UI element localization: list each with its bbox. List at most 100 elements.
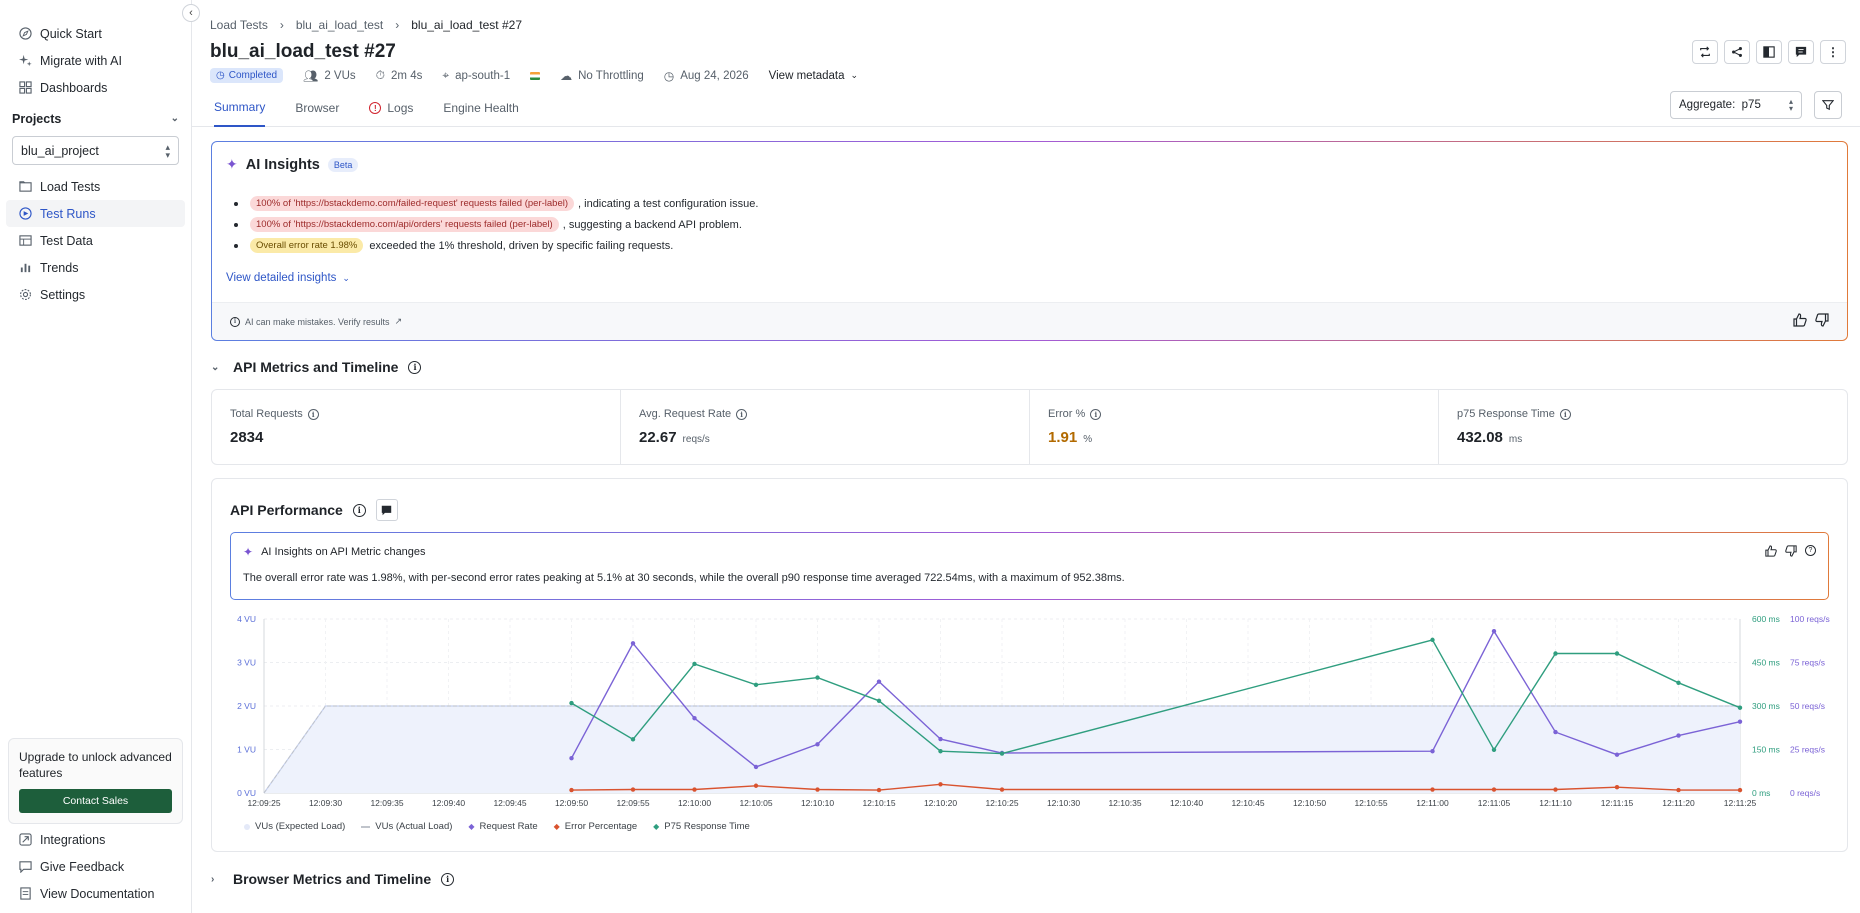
region-text: ap-south-1 — [455, 69, 511, 82]
tab-summary[interactable]: Summary — [214, 89, 266, 127]
insight-highlight: Overall error rate 1.98% — [250, 238, 364, 253]
project-select-value: blu_ai_project — [21, 143, 99, 158]
view-detailed-label: View detailed insights — [226, 272, 337, 284]
aggregate-select[interactable]: Aggregate: p75 ▴ ▾ — [1670, 91, 1802, 119]
legend-item[interactable]: ◆ Request Rate — [468, 821, 537, 832]
info-icon[interactable]: i — [1090, 408, 1102, 420]
thumbs-down-icon[interactable] — [1815, 313, 1829, 330]
sidebar-item-test-data[interactable]: Test Data — [6, 227, 185, 254]
projects-section-header[interactable]: Projects ⌄ — [0, 105, 191, 132]
integrations-icon — [18, 833, 32, 847]
y-tick-label: 2 VU — [237, 701, 256, 711]
info-icon: i — [230, 316, 240, 327]
insight-text: , suggesting a backend API problem. — [562, 218, 742, 231]
chevron-left-icon: ‹ — [189, 7, 193, 19]
sidebar-item-settings[interactable]: Settings — [6, 281, 185, 308]
legend-item[interactable]: ◆ Error Percentage — [554, 821, 638, 832]
sidebar-item-migrate-ai[interactable]: Migrate with AI — [6, 47, 185, 74]
legend-swatch — [361, 825, 371, 828]
users-icon: 👥︎ — [303, 68, 319, 83]
repeat-icon — [1700, 46, 1710, 58]
compare-button[interactable] — [1756, 40, 1782, 64]
info-icon[interactable]: i — [736, 408, 748, 420]
share-button[interactable] — [1724, 40, 1750, 64]
aggregate-label: Aggregate: — [1679, 99, 1736, 111]
view-metadata-button[interactable]: View metadata ⌄ — [769, 70, 858, 82]
sidebar-item-give-feedback[interactable]: Give Feedback — [6, 853, 185, 880]
sidebar-item-quick-start[interactable]: Quick Start — [6, 20, 185, 47]
header-actions: ⋮ — [1692, 40, 1846, 64]
data-point-request-rate — [1553, 729, 1558, 735]
y-right-tick-label: 0 ms — [1752, 788, 1770, 798]
legend-label: Request Rate — [479, 821, 538, 832]
sidebar-item-load-tests[interactable]: Load Tests — [6, 173, 185, 200]
api-performance-chart[interactable]: 0 VU 1 VU 2 VU 3 VU 4 VU 0 ms 150 ms 300 ms 450 … — [212, 611, 1847, 821]
tab-engine-health[interactable]: Engine Health — [443, 89, 518, 127]
sidebar-item-view-documentation[interactable]: View Documentation — [6, 880, 185, 907]
legend-label: VUs (Expected Load) — [255, 821, 346, 832]
contact-sales-button[interactable]: Contact Sales — [19, 789, 172, 813]
comments-button[interactable] — [1788, 40, 1814, 64]
series-area-expected-load — [264, 706, 1740, 793]
tab-label: Summary — [214, 100, 266, 114]
sidebar-item-trends[interactable]: Trends — [6, 254, 185, 281]
sidebar-item-dashboards[interactable]: Dashboards — [6, 74, 185, 101]
meta-row: ◷ Completed 👥︎ 2 VUs ⏱︎ 2m 4s ⌖ ap-south-1 ☁… — [210, 68, 1846, 83]
more-options-button[interactable]: ⋮ — [1820, 40, 1846, 64]
data-point-request-rate — [1737, 719, 1743, 724]
tab-label: Browser — [295, 101, 340, 115]
legend-item[interactable]: VUs (Actual Load) — [361, 821, 452, 832]
x-tick-label: 12:10:05 — [739, 798, 772, 808]
view-detailed-insights-link[interactable]: View detailed insights ⌄ — [226, 272, 350, 284]
filter-icon — [1822, 100, 1834, 111]
comment-icon — [382, 505, 392, 515]
breadcrumb-item-test[interactable]: blu_ai_load_test — [295, 18, 384, 32]
thumbs-up-icon[interactable] — [1765, 545, 1777, 560]
sidebar: ‹ Quick Start Migrate with AI Dashboards… — [0, 0, 200, 913]
upgrade-text: Upgrade to unlock advanced features — [19, 750, 172, 780]
tab-browser[interactable]: Browser — [295, 89, 339, 127]
data-point-error-percentage — [1614, 785, 1620, 790]
metric-cards: Total Requests i 2834 Avg. Request Rate i … — [211, 389, 1848, 465]
status-badge: ◷ Completed — [210, 68, 284, 83]
tab-logs[interactable]: ! Logs — [369, 89, 413, 127]
y-right-tick-label: 50 reqs/s — [1790, 701, 1825, 711]
clock-icon: ◷ — [663, 68, 675, 83]
api-metrics-section-header[interactable]: ⌄ API Metrics and Timeline i — [211, 359, 422, 375]
info-icon[interactable]: i — [408, 360, 422, 374]
project-nav: Load Tests Test Runs Test Data Trends Se… — [0, 173, 191, 308]
collapse-sidebar-button[interactable]: ‹ — [182, 4, 200, 22]
thumbs-up-icon[interactable] — [1793, 313, 1807, 330]
grid-icon — [18, 81, 32, 95]
metric-unit: ms — [1508, 434, 1523, 445]
browser-metrics-section-header[interactable]: › Browser Metrics and Timeline i — [211, 871, 455, 887]
info-icon[interactable]: i — [441, 872, 455, 886]
info-icon[interactable]: i — [1559, 408, 1571, 420]
sidebar-item-integrations[interactable]: Integrations — [6, 826, 185, 853]
rerun-button[interactable] — [1692, 40, 1718, 64]
help-icon[interactable]: ? — [1805, 545, 1816, 556]
metric-value: 432.08 — [1457, 429, 1503, 446]
legend-item[interactable]: VUs (Expected Load) — [244, 821, 345, 832]
info-icon[interactable]: i — [352, 503, 366, 517]
api-performance-panel: API Performance i ✦ AI Insights on API Me… — [211, 478, 1848, 852]
legend-swatch: ◆ — [468, 822, 475, 831]
y-tick-label: 4 VU — [237, 614, 256, 624]
breadcrumb: Load Tests › blu_ai_load_test › blu_ai_l… — [210, 14, 1846, 36]
x-tick-label: 12:09:35 — [370, 798, 403, 808]
filter-button[interactable] — [1814, 91, 1842, 119]
info-icon[interactable]: i — [307, 408, 319, 420]
series-line-expected-load — [263, 705, 1740, 794]
ai-disclaimer-text[interactable]: AI can make mistakes. Verify results — [245, 316, 390, 327]
tabs-row: Summary Browser ! Logs Engine Health Aggr… — [192, 89, 1860, 127]
y-tick-label: 1 VU — [237, 745, 256, 755]
thumbs-down-icon[interactable] — [1785, 545, 1797, 560]
api-performance-header: API Performance i — [230, 499, 398, 521]
breadcrumb-item-load-tests[interactable]: Load Tests — [210, 18, 268, 32]
data-point-p75-response-time — [1553, 651, 1558, 656]
legend-item[interactable]: ◆ P75 Response Time — [653, 821, 750, 832]
project-select[interactable]: blu_ai_project ▴ ▾ — [12, 136, 179, 165]
sidebar-item-test-runs[interactable]: Test Runs — [6, 200, 185, 227]
data-point-request-rate — [876, 679, 882, 684]
comment-button[interactable] — [375, 499, 398, 521]
